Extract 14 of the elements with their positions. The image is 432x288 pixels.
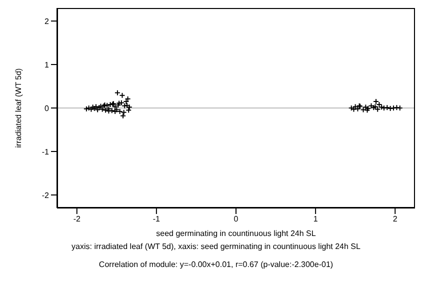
text: Correlation of module: y=-0.00x+0.01, r=0.67 (p-value:-2.300e-01) — [98, 260, 334, 269]
y-tick-label: 0 — [44, 104, 50, 113]
y-tick-label: 2 — [44, 16, 50, 26]
x-axis-title: seed germinating in countinuous light 24h SL — [156, 229, 316, 238]
y-tick-label: 1 — [44, 60, 50, 70]
x-tick-label: 2 — [392, 214, 398, 224]
x-tick-label: -1 — [152, 214, 161, 224]
y-tick-label: -2 — [42, 190, 50, 200]
text: yaxis: irradiated leaf (WT 5d), xaxis: seed germinating in countinuous light 24h SL — [70, 242, 362, 251]
x-tick-label: 1 — [313, 214, 318, 224]
y-axis-title: irradiated leaf (WT 5d) — [14, 68, 23, 148]
x-tick-label: -2 — [73, 214, 81, 224]
x-tick-label: 0 — [234, 214, 239, 224]
y-tick-label: -1 — [42, 147, 50, 156]
